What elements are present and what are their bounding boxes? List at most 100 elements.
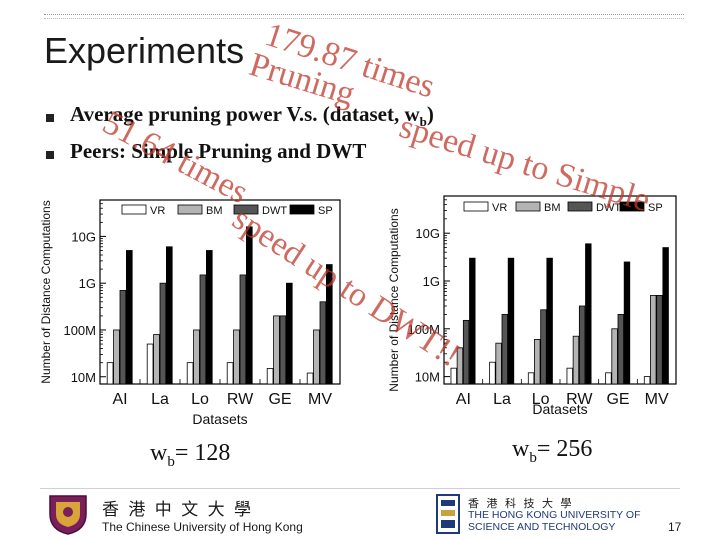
caption-256-sub: b	[529, 449, 537, 466]
y-tick-label: 10G	[71, 229, 96, 244]
cuhk-chinese-name: 香 港 中 文 大 學	[102, 500, 254, 520]
legend-swatch-bm	[515, 201, 541, 212]
bullet-1-subscript: b	[419, 114, 427, 130]
caption-128-sub: b	[167, 453, 175, 470]
x-tick-label: La	[151, 391, 169, 408]
bar-dwt-ai	[462, 319, 470, 385]
bar-sp-la	[165, 246, 173, 385]
legend-swatch-sp	[619, 201, 645, 212]
legend-label-vr: VR	[492, 202, 507, 214]
y-tick-label: 10M	[71, 370, 96, 385]
bar-bm-ge	[611, 328, 618, 385]
bar-bm-rw	[572, 335, 580, 385]
x-tick-label: MV	[308, 391, 332, 408]
bar-bm-lo	[534, 339, 541, 385]
bar-dwt-rw	[239, 274, 247, 385]
bar-bm-mv	[313, 329, 320, 385]
bar-dwt-rw	[578, 305, 586, 385]
bar-sp-lo	[546, 257, 553, 385]
bar-vr-rw	[566, 367, 573, 385]
y-tick-label: 1G	[79, 276, 96, 291]
bar-sp-mv	[325, 264, 333, 385]
legend-label-sp: SP	[318, 205, 333, 217]
bar-vr-mv	[306, 372, 314, 385]
y-tick-label: 1G	[423, 274, 440, 289]
y-tick-label: 100M	[407, 322, 440, 337]
legend-swatch-sp	[289, 204, 315, 215]
slide-title: Experiments	[44, 30, 245, 71]
x-tick-label: RW	[566, 391, 593, 408]
bar-bm-ai	[456, 347, 464, 385]
bullet-marker-icon	[46, 114, 54, 122]
bar-sp-rw	[585, 243, 592, 385]
hkust-english-line2: SCIENCE AND TECHNOLOGY	[468, 521, 616, 533]
cuhk-crest-icon	[49, 495, 87, 535]
bar-vr-ge	[266, 368, 274, 385]
plot-frame	[443, 195, 677, 385]
bar-bm-mv	[650, 294, 657, 385]
x-axis-label: Datasets	[192, 411, 247, 427]
bar-sp-ge	[285, 282, 293, 385]
x-tick-label: La	[493, 391, 511, 408]
legend-label-bm: BM	[206, 205, 223, 217]
x-axis-label: Datasets	[532, 401, 587, 417]
bullet-2: Peers: Simple Pruning and DWT	[70, 139, 367, 163]
legend-swatch-dwt	[233, 204, 259, 215]
bar-dwt-la	[159, 282, 167, 385]
bar-vr-la	[489, 361, 496, 385]
bullet-marker-icon	[46, 151, 54, 159]
caption-wb-256: wb= 256	[512, 436, 592, 467]
bar-bm-ai	[113, 329, 120, 385]
footer-rule	[40, 488, 680, 489]
bar-vr-mv	[643, 376, 651, 385]
bar-sp-ge	[623, 261, 631, 385]
x-tick-label: RW	[227, 391, 254, 408]
legend-label-vr: VR	[150, 205, 165, 217]
bar-vr-ai	[106, 362, 114, 385]
legend-label-bm: BM	[544, 202, 561, 214]
bar-bm-lo	[193, 329, 200, 385]
bullet-1-close: )	[426, 102, 434, 126]
x-tick-label: GE	[606, 391, 629, 408]
hkust-chinese-name: 香 港 科 技 大 學	[468, 497, 574, 510]
bar-vr-rw	[226, 362, 234, 385]
y-tick-label: 10M	[415, 370, 440, 385]
caption-wb-128: wb= 128	[150, 440, 230, 471]
legend-swatch-bm	[177, 204, 203, 215]
chart-wb-256: 10M 100M 1G 10G Number of Distance Computati…	[387, 195, 677, 417]
bar-vr-la	[146, 343, 154, 385]
bar-bm-la	[495, 342, 502, 385]
hkust-english-line1: THE HONG KONG UNIVERSITY OF	[468, 509, 641, 521]
bar-sp-ai	[126, 250, 133, 385]
caption-256-rest: = 256	[536, 436, 593, 462]
bar-sp-mv	[662, 247, 669, 385]
bar-dwt-ai	[119, 290, 127, 385]
legend-swatch-dwt	[567, 201, 593, 212]
chart-wb-128: 10M 100M 1G 10G Number of Distance Computati…	[39, 199, 341, 427]
bar-bm-la	[153, 334, 160, 385]
caption-128-main: w	[150, 440, 168, 466]
caption-256-main: w	[512, 436, 530, 462]
y-tick-label: 100M	[63, 323, 96, 338]
bar-vr-lo	[186, 362, 194, 385]
bar-dwt-ge	[617, 314, 624, 385]
bar-sp-lo	[205, 250, 213, 385]
y-axis-label: Number of Distance Computations	[387, 208, 401, 391]
caption-128-rest: = 128	[174, 440, 231, 466]
cuhk-english-name: The Chinese University of Hong Kong	[102, 520, 303, 534]
legend-label-dwt: DWT	[262, 205, 287, 217]
bar-sp-rw	[245, 226, 253, 385]
x-tick-label: Lo	[191, 391, 209, 408]
bar-bm-rw	[233, 329, 240, 385]
page-number: 17	[668, 520, 682, 534]
top-rule-secondary	[44, 18, 684, 20]
bar-vr-ge	[605, 372, 612, 385]
plot-frame	[99, 199, 341, 385]
bar-dwt-lo	[199, 274, 207, 385]
bullet-1-text: Average pruning power V.s. (dataset, w	[70, 102, 420, 126]
bar-dwt-mv	[656, 294, 663, 385]
x-tick-label: MV	[645, 391, 669, 408]
x-tick-label: AI	[456, 391, 471, 408]
bullet-1: Average pruning power V.s. (dataset, wb)	[70, 102, 434, 130]
